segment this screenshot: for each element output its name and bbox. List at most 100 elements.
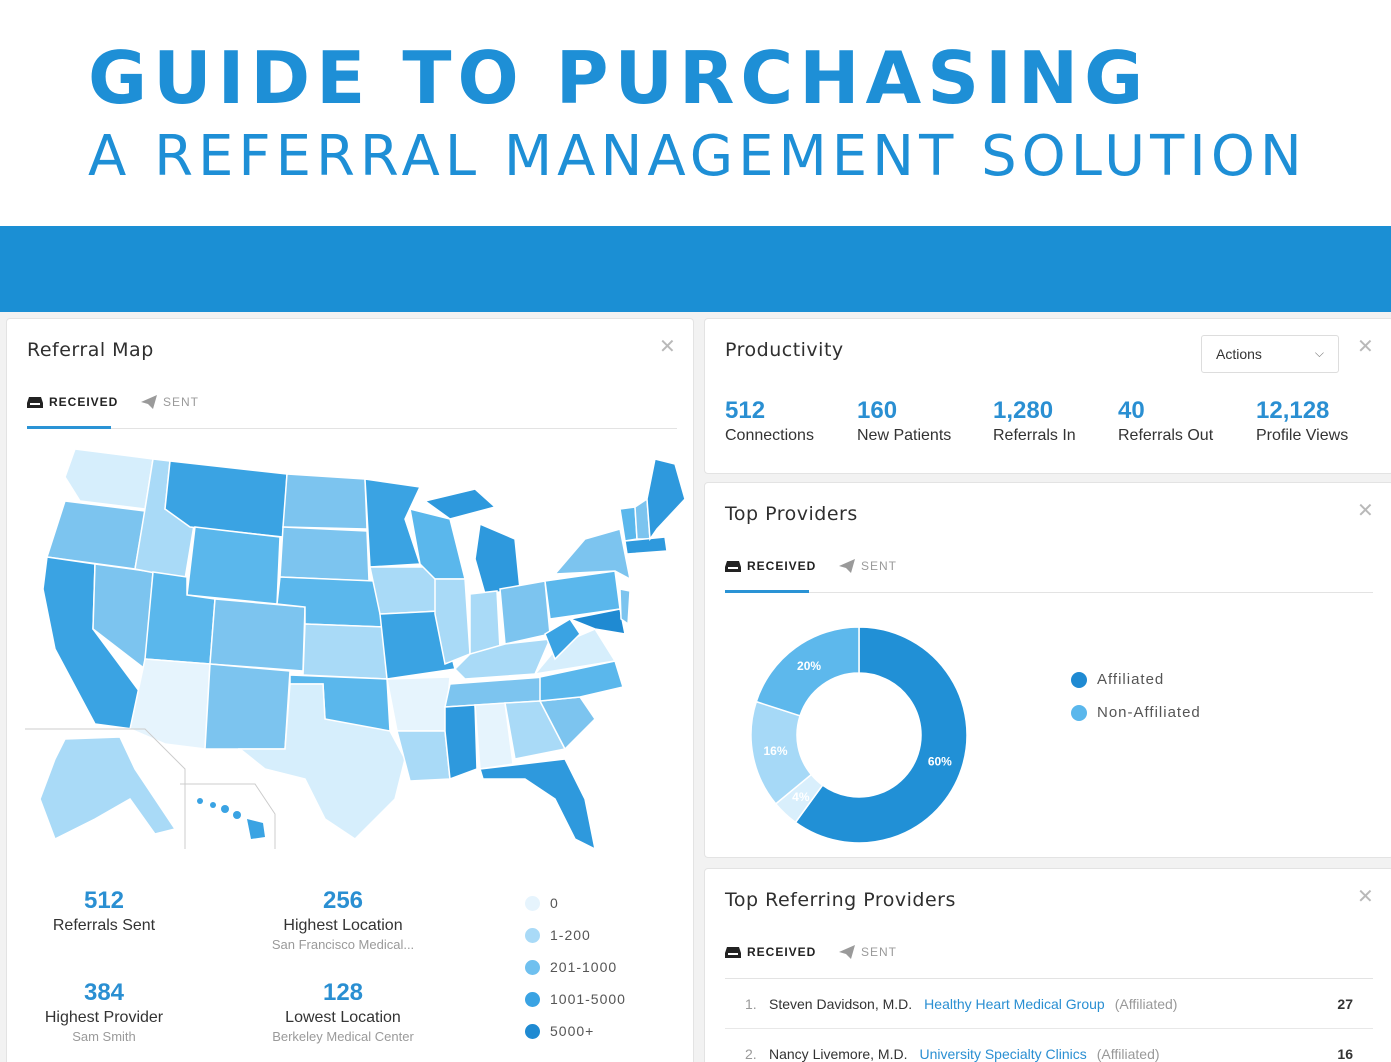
stat-value: 128 (322, 979, 364, 1006)
top-providers-card: Top Providers ✕ RECEIVED SENT 60% 4% 16% 20… (704, 482, 1391, 858)
tab-indicator (27, 426, 111, 429)
tab-label: RECEIVED (747, 945, 817, 959)
list-item[interactable]: 2. Nancy Livemore, M.D. University Speci… (725, 1029, 1373, 1062)
stat-sub: Berkeley Medical Center (272, 1029, 414, 1044)
donut-slice[interactable] (794, 626, 968, 844)
state-ny (553, 528, 632, 581)
hero-title: GUIDE TO PURCHASING (88, 36, 1150, 120)
tab-received[interactable]: RECEIVED (27, 389, 118, 415)
legend-item: 1001-5000 (525, 983, 626, 1015)
state-nj (619, 588, 631, 626)
stat-label: Highest Location (283, 917, 403, 934)
state-hi-3 (221, 805, 229, 813)
blue-band (0, 226, 1391, 312)
close-icon[interactable]: ✕ (1357, 500, 1374, 522)
card-title: Top Providers (725, 503, 858, 525)
card-title: Referral Map (27, 339, 154, 361)
state-la (396, 730, 451, 782)
state-ak (39, 736, 177, 841)
stat-label: Referrals Out (1118, 427, 1214, 444)
stat-highest-location: 256 Highest Location San Francisco Medic… (248, 887, 438, 952)
tabs: RECEIVED SENT (27, 389, 677, 429)
stat-referrals-out: 40 Referrals Out (1118, 397, 1213, 445)
state-me (646, 458, 685, 542)
stat-label: Connections (725, 427, 814, 444)
referral-count: 27 (1337, 995, 1353, 1012)
stat-lowest-location: 128 Lowest Location Berkeley Medical Cen… (248, 979, 438, 1044)
legend-item: 5000+ (525, 1015, 626, 1047)
slice-label: 4% (792, 790, 810, 804)
affiliation: (Affiliated) (1114, 995, 1178, 1012)
state-oh (499, 580, 551, 645)
tab-label: RECEIVED (747, 559, 817, 573)
state-in (469, 590, 501, 655)
top-referring-card: Top Referring Providers ✕ RECEIVED SENT … (704, 868, 1391, 1062)
tabs: RECEIVED SENT (725, 553, 1373, 593)
legend-label: 0 (550, 895, 559, 911)
tab-sent[interactable]: SENT (141, 389, 199, 415)
state-co (209, 598, 306, 672)
tab-received[interactable]: RECEIVED (725, 553, 816, 579)
actions-dropdown[interactable]: Actions ⌵ (1201, 335, 1339, 373)
provider-name: Nancy Livemore, M.D. (769, 1046, 908, 1062)
provider-name: Steven Davidson, M.D. (769, 995, 913, 1012)
state-il (434, 578, 471, 666)
row-index: 2. (745, 1046, 757, 1062)
group-link[interactable]: Healthy Heart Medical Group (924, 995, 1105, 1012)
chevron-down-icon: ⌵ (1314, 346, 1324, 360)
stat-label: Lowest Location (285, 1009, 401, 1026)
list-item[interactable]: 1. Steven Davidson, M.D. Healthy Heart M… (725, 979, 1373, 1029)
stat-profile-views: 12,128 Profile Views (1256, 397, 1348, 445)
map-legend: 0 1-200 201-1000 1001-5000 5000+ (525, 887, 626, 1047)
stat-referrals-in: 1,280 Referrals In (993, 397, 1076, 445)
stat-value: 512 (83, 887, 125, 914)
state-mi-upper (423, 488, 497, 520)
state-hi-4 (233, 811, 241, 819)
donut-chart[interactable]: 60% 4% 16% 20% (739, 615, 979, 855)
state-al (474, 702, 514, 770)
state-wa (64, 448, 154, 510)
group-link[interactable]: University Specialty Clinics (919, 1046, 1087, 1062)
legend-item: 0 (525, 887, 626, 919)
stat-value: 256 (322, 887, 364, 914)
tab-sent[interactable]: SENT (839, 939, 897, 965)
legend-item: 201-1000 (525, 951, 626, 983)
stat-value: 384 (83, 979, 125, 1006)
state-hi-5 (247, 819, 265, 839)
donut-legend: Affiliated Non-Affiliated (1071, 663, 1201, 729)
inset-border (25, 728, 186, 849)
inset-border-hi (180, 783, 276, 849)
legend-swatch (525, 959, 540, 975)
tab-sent[interactable]: SENT (839, 553, 897, 579)
close-icon[interactable]: ✕ (659, 336, 676, 358)
stat-connections: 512 Connections (725, 397, 814, 445)
donut-slice[interactable] (755, 626, 860, 717)
us-map[interactable] (25, 439, 685, 869)
stat-value: 1,280 (993, 397, 1054, 424)
tab-received[interactable]: RECEIVED (725, 939, 816, 965)
state-nd (282, 473, 368, 530)
state-md (567, 608, 626, 635)
stat-value: 160 (857, 397, 898, 424)
close-icon[interactable]: ✕ (1357, 886, 1374, 908)
close-icon[interactable]: ✕ (1357, 336, 1374, 358)
productivity-card: Productivity Actions ⌵ ✕ 512 Connections… (704, 318, 1391, 474)
stat-label: Referrals Sent (52, 917, 156, 934)
state-tx (237, 683, 406, 840)
referral-map-card: Referral Map ✕ RECEIVED SENT (6, 318, 694, 1062)
affiliation: (Affiliated) (1096, 1046, 1160, 1062)
legend-swatch (525, 1023, 540, 1039)
actions-label: Actions (1216, 346, 1262, 362)
state-hi-1 (197, 798, 203, 804)
stat-label: Referrals In (993, 427, 1076, 444)
state-wv (544, 617, 581, 661)
send-icon (141, 395, 157, 409)
legend-label: 201-1000 (550, 959, 618, 975)
state-az (129, 658, 211, 750)
stat-sub: San Francisco Medical... (271, 937, 415, 952)
state-wy (186, 526, 281, 605)
stat-value: 512 (725, 397, 766, 424)
legend-swatch (1071, 704, 1087, 721)
stat-label: Highest Provider (44, 1009, 164, 1026)
send-icon (839, 945, 855, 959)
